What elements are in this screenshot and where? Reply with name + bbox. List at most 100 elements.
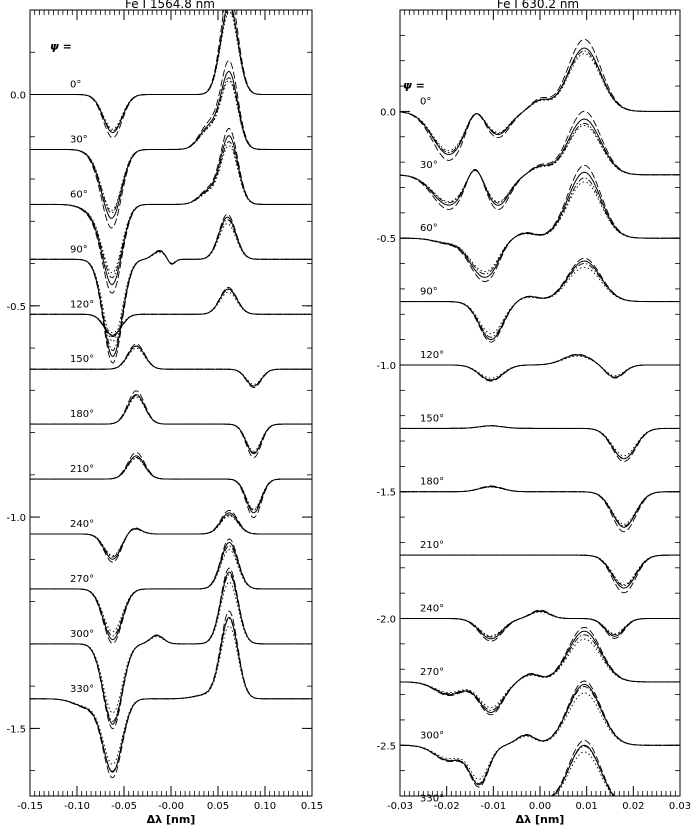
x-tick-label: -0.10 [64, 801, 90, 812]
x-tick-label: -0.03 [387, 801, 413, 812]
profile-line-dashed [400, 609, 680, 642]
angle-label: 240° [420, 604, 444, 615]
y-tick-label: -1.0 [376, 361, 396, 372]
profile-line-solid [30, 345, 312, 387]
profile-line-dashdot [400, 425, 680, 459]
profile-line-dotted [30, 79, 312, 211]
profile-line-dotted [400, 425, 680, 457]
angle-label: 60° [70, 189, 88, 200]
profile-line-solid [400, 554, 680, 589]
profile-line-dashdot [400, 50, 680, 153]
plot-frame [29, 9, 313, 797]
y-tick-label: -2.0 [376, 615, 396, 626]
profile-line-dotted [400, 53, 680, 152]
profile-line-dashdot [30, 77, 312, 214]
profile-line-solid [400, 425, 680, 460]
profile-line-dashed [30, 10, 312, 139]
profile-line-dashed [30, 538, 312, 644]
y-tick-label: -2.5 [376, 741, 396, 752]
x-tick-label: 0.01 [576, 801, 598, 812]
profile-line-dotted [400, 124, 680, 203]
profile-line-dashdot [400, 263, 680, 338]
profile-line-dashed [30, 127, 312, 294]
x-tick-label: -0.01 [480, 801, 506, 812]
angle-label: 150° [420, 413, 444, 424]
profile-line-dashdot [30, 545, 312, 637]
angle-label: 300° [420, 730, 444, 741]
profile-line-dashdot [30, 289, 312, 336]
profile-line-solid [400, 486, 680, 528]
curves-group [30, 10, 312, 779]
angle-label: 120° [420, 350, 444, 361]
y-tick-label: -0.5 [6, 302, 26, 313]
x-tick-label: -0.15 [17, 801, 43, 812]
angle-label: 300° [70, 629, 94, 640]
psi-legend-title: ψ = [403, 79, 425, 92]
angle-label: 90° [420, 287, 438, 298]
profile-line-solid [30, 617, 312, 773]
y-tick-label: -1.0 [6, 513, 26, 524]
y-tick-label: 0.0 [380, 107, 396, 118]
psi-legend-title: ψ = [50, 40, 72, 53]
profile-line-dashed [30, 452, 312, 519]
profile-line-solid [30, 10, 312, 134]
x-tick-label: 0.03 [669, 801, 690, 812]
panel-1: Fe I 1564.8 nm -0.15 -0.10 -0.05 -0.00 0.05 0.… [6, 0, 323, 826]
profile-line-solid [400, 47, 680, 156]
angle-label: 210° [70, 464, 94, 475]
angle-label: 240° [70, 519, 94, 530]
profile-line-solid [30, 135, 312, 286]
angle-label: 270° [70, 574, 94, 585]
angle-label: 330° [420, 794, 444, 805]
angle-label: 120° [70, 299, 94, 310]
profile-line-dashed [30, 213, 312, 364]
angle-label: 0° [70, 80, 81, 91]
profile-line-dashed [400, 554, 680, 594]
profile-line-solid [400, 118, 680, 206]
profile-line-dashdot [30, 514, 312, 558]
chart-title: Fe I 1564.8 nm [125, 0, 215, 11]
y-tick-label: -1.5 [6, 724, 26, 735]
profile-line-solid [400, 260, 680, 341]
profile-line-dotted [400, 266, 680, 335]
profile-line-solid [30, 571, 312, 725]
angle-label: 210° [420, 540, 444, 551]
profile-line-dashdot [400, 354, 680, 381]
profile-line-dotted [30, 625, 312, 765]
angle-label: 330° [70, 684, 94, 695]
profile-line-dashed [400, 164, 680, 282]
profile-line-dashdot [400, 686, 680, 784]
x-tick-label: 0.02 [622, 801, 644, 812]
profile-line-dashdot [400, 634, 680, 711]
profile-line-dashed [30, 343, 312, 388]
profile-line-dashdot [400, 486, 680, 527]
x-tick-label: -0.05 [111, 801, 137, 812]
profile-line-dotted [30, 549, 312, 633]
angle-label: 0° [420, 96, 431, 107]
profile-line-solid [400, 610, 680, 640]
x-tick-label: 0.00 [529, 801, 551, 812]
angle-label: 270° [420, 667, 444, 678]
y-tick-label: -1.5 [376, 488, 396, 499]
profile-line-dotted [400, 611, 680, 637]
x-tick-label: 0.05 [207, 801, 229, 812]
panel-2: Fe I 630.2 nm-0.03 -0.02 -0.01 0.00 0.01 0.02… [376, 0, 690, 826]
profile-line-dashdot [400, 177, 680, 275]
profile-line-solid [30, 288, 312, 336]
chart-title: Fe I 630.2 nm [497, 0, 579, 11]
profile-line-dashdot [30, 574, 312, 722]
profile-line-dashdot [400, 122, 680, 204]
profile-line-dashdot [30, 345, 312, 387]
profile-line-solid [30, 541, 312, 641]
profile-line-dashdot [30, 457, 312, 511]
x-tick-label: -0.00 [158, 801, 184, 812]
profile-line-dashdot [30, 219, 312, 351]
y-tick-label: -0.5 [376, 234, 396, 245]
profile-line-dashed [400, 38, 680, 161]
profile-line-solid [400, 171, 680, 278]
angle-label: 30° [70, 134, 88, 145]
profile-line-dashdot [30, 395, 312, 454]
profile-line-dashed [400, 680, 680, 788]
profile-line-dotted [400, 486, 680, 525]
